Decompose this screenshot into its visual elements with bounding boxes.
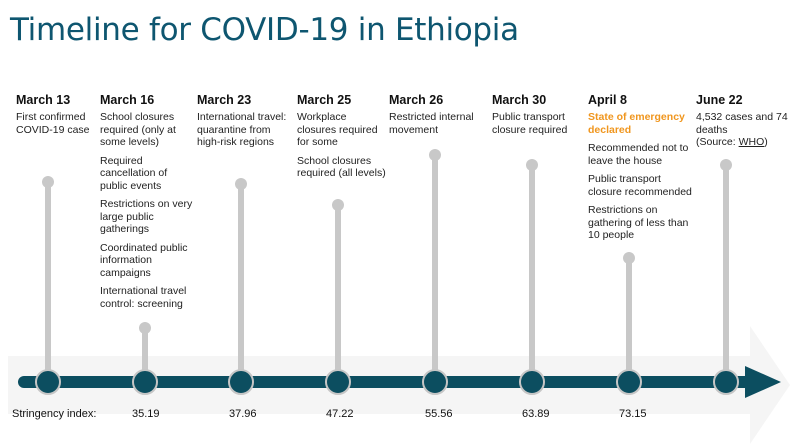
event-date: March 16 [100,93,155,107]
timeline-axis [18,376,760,388]
event-march-13: March 13 First confirmed COVID-19 case [16,93,112,142]
event-item: First confirmed COVID-19 case [16,111,90,136]
event-item: Workplace closures required for some [297,111,378,148]
event-item: Required cancellation of public events [100,154,168,192]
timeline-node-april-8 [616,369,642,395]
event-date: March 23 [197,93,252,107]
event-date: March 30 [492,93,547,107]
event-item: School closures required (all levels) [297,154,386,180]
event-date: March 26 [389,93,444,107]
event-march-25: March 25 Workplace closures required for… [297,93,387,186]
event-item: Restricted internal movement [389,111,474,136]
event-june-22: June 22 4,532 cases and 74 deaths (Sourc… [696,93,796,155]
stem-march-25 [335,205,341,378]
timeline-arrowhead [745,366,781,398]
event-march-30: March 30 Public transport closure requir… [492,93,588,142]
event-date: June 22 [696,93,743,107]
source-suffix: ) [764,136,768,148]
stem-march-23 [238,184,244,378]
event-item: Coordinated public information campaigns [100,241,188,279]
event-date: March 13 [16,93,71,107]
stem-march-30 [529,165,535,378]
event-item: Restrictions on very large public gather… [100,198,193,235]
timeline-node-march-13 [35,369,61,395]
event-date: March 25 [297,93,352,107]
stem-june-22 [723,165,729,378]
event-item: School closures required (only at some l… [100,111,176,148]
event-item: Public transport closure required [492,111,568,136]
page-title: Timeline for COVID-19 in Ethiopia [10,12,519,48]
timeline-node-march-23 [228,369,254,395]
who-source-link[interactable]: WHO [738,136,765,148]
stem-march-26 [432,155,438,378]
event-march-16: March 16 School closures required (only … [100,93,196,316]
timeline-node-march-26 [422,369,448,395]
source-prefix: (Source: [696,136,739,148]
event-item: Restrictions on gathering of less than 1… [588,204,689,241]
stringency-value: 73.15 [619,408,647,420]
stringency-value: 47.22 [326,408,354,420]
event-item: International travel: quarantine from hi… [197,111,287,148]
stringency-value: 35.19 [132,408,160,420]
event-april-8: April 8 State of emergency declared Reco… [588,93,694,248]
event-source: (Source: WHO) [696,136,796,149]
stringency-index-label: Stringency index: [12,408,97,420]
timeline-node-march-25 [325,369,351,395]
timeline-node-march-16 [132,369,158,395]
stem-march-16 [142,328,148,378]
event-march-26: March 26 Restricted internal movement [389,93,485,142]
stringency-value: 55.56 [425,408,453,420]
event-item: 4,532 cases and 74 deaths [696,111,788,136]
event-march-23: March 23 International travel: quarantin… [197,93,293,155]
event-date: April 8 [588,93,627,107]
event-item: International travel control: screening [100,285,187,310]
timeline-node-june-22 [713,369,739,395]
stem-april-8 [626,258,632,378]
event-item-highlight: State of emergency declared [588,111,685,136]
stringency-value: 63.89 [522,408,550,420]
event-item: Recommended not to leave the house [588,142,689,167]
timeline-node-march-30 [519,369,545,395]
event-item: Public transport closure recommended [588,173,692,198]
stem-march-13 [45,182,51,378]
stringency-value: 37.96 [229,408,257,420]
